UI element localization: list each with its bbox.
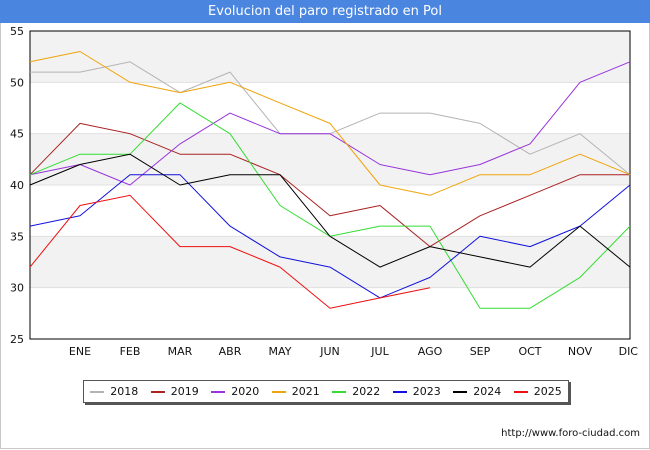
series-line-2021 xyxy=(29,51,631,196)
chart-title: Evolucion del paro registrado en Pol xyxy=(0,0,650,23)
grid-band xyxy=(30,236,630,288)
x-tick-label: ENE xyxy=(69,345,91,358)
grid-band xyxy=(30,82,630,134)
legend-item-2023: 2023 xyxy=(392,385,441,398)
legend-item-2025: 2025 xyxy=(513,385,562,398)
y-tick-label: 25 xyxy=(10,333,24,346)
y-tick-label: 30 xyxy=(10,282,24,295)
y-tick-label: 45 xyxy=(10,128,24,141)
grid-band xyxy=(30,287,630,339)
legend-swatch xyxy=(453,390,468,393)
y-tick-label: 35 xyxy=(10,230,24,243)
legend-item-2019: 2019 xyxy=(150,385,199,398)
series-line-2025 xyxy=(29,194,431,309)
x-tick-label: AGO xyxy=(418,345,443,358)
x-tick-label: JUN xyxy=(319,345,340,358)
legend: 2018 2019 2020 2021 2022 2023 2024 2025 xyxy=(83,380,569,403)
legend-swatch xyxy=(150,390,165,393)
legend-swatch xyxy=(271,390,286,393)
legend-item-2022: 2022 xyxy=(332,385,380,398)
source-credit: http://www.foro-ciudad.com xyxy=(501,428,640,439)
legend-item-2020: 2020 xyxy=(211,385,259,398)
legend-swatch xyxy=(90,390,105,393)
legend-label: 2020 xyxy=(231,385,260,398)
legend-swatch xyxy=(392,390,407,393)
grid-band xyxy=(30,185,630,237)
x-tick-label: FEB xyxy=(120,345,141,358)
x-tick-label: JUL xyxy=(370,345,389,358)
legend-label: 2019 xyxy=(170,385,199,398)
legend-label: 2022 xyxy=(352,385,381,398)
y-tick-label: 40 xyxy=(10,179,24,192)
y-tick-label: 55 xyxy=(10,25,24,38)
legend-swatch xyxy=(332,390,347,393)
grid-band xyxy=(30,31,630,83)
series-line-2023 xyxy=(29,174,631,299)
legend-label: 2024 xyxy=(473,385,502,398)
legend-swatch xyxy=(211,390,226,393)
series-line-2024 xyxy=(29,153,631,268)
x-tick-label: ABR xyxy=(219,345,242,358)
x-tick-label: OCT xyxy=(518,345,541,358)
grid-band xyxy=(30,133,630,185)
legend-item-2018: 2018 xyxy=(90,385,138,398)
legend-item-2021: 2021 xyxy=(271,385,320,398)
series-line-2019 xyxy=(29,122,630,248)
x-tick-label: MAR xyxy=(168,345,193,358)
legend-item-2024: 2024 xyxy=(453,385,501,398)
x-tick-label: SEP xyxy=(470,345,491,358)
legend-label: 2021 xyxy=(291,385,320,398)
legend-label: 2018 xyxy=(110,385,139,398)
legend-label: 2023 xyxy=(412,385,441,398)
series-line-2020 xyxy=(29,61,631,186)
legend-swatch xyxy=(513,390,528,393)
y-tick-label: 50 xyxy=(10,76,24,89)
x-tick-label: DIC xyxy=(619,345,639,358)
x-tick-label: NOV xyxy=(568,345,593,358)
legend-label: 2025 xyxy=(533,385,562,398)
x-tick-label: MAY xyxy=(269,345,292,358)
